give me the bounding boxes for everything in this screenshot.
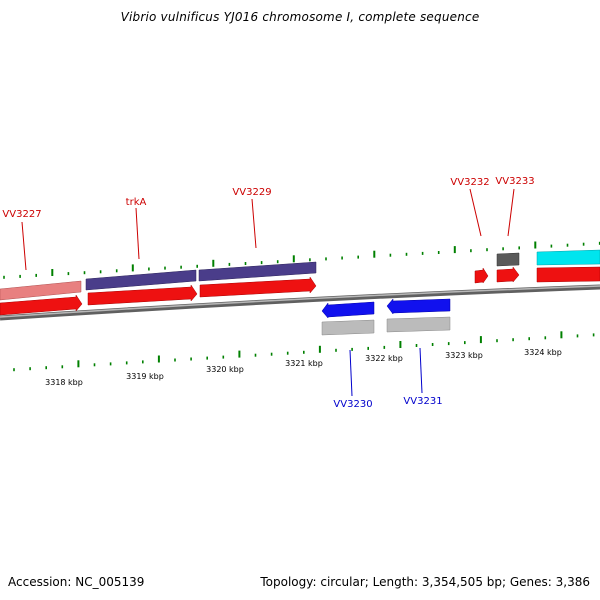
- chromosome-backbone-highlight: [0, 285, 600, 318]
- label-vv3232[interactable]: VV3232: [450, 177, 489, 188]
- gene-vv3230[interactable]: [321, 301, 375, 319]
- gene-vv3233[interactable]: [496, 252, 520, 267]
- cds-vv3232[interactable]: [474, 267, 489, 284]
- label-vv3233[interactable]: VV3233: [495, 176, 534, 187]
- label-vv3231[interactable]: VV3231: [403, 396, 442, 407]
- accession-text: Accession: NC_005139: [8, 575, 145, 589]
- cds-vv3230[interactable]: [321, 319, 375, 336]
- label-vv3230[interactable]: VV3230: [333, 399, 372, 410]
- scale-label-3319: 3319 kbp: [126, 372, 164, 381]
- scale-label-3321: 3321 kbp: [285, 359, 323, 368]
- cds-vv3231[interactable]: [386, 316, 451, 333]
- scale-label-3324: 3324 kbp: [524, 348, 562, 357]
- scale-label-3322: 3322 kbp: [365, 354, 403, 363]
- scale-label-3320: 3320 kbp: [206, 365, 244, 374]
- scale-label-3318: 3318 kbp: [45, 378, 83, 387]
- cds-vv3229[interactable]: [199, 276, 317, 298]
- leader-vv3229: [251, 198, 257, 249]
- leader-vv3232: [469, 188, 482, 237]
- leader-trka: [135, 207, 140, 260]
- cds-cyan-region[interactable]: [536, 266, 600, 283]
- topology-text: Topology: circular; Length: 3,354,505 bp…: [260, 575, 590, 589]
- label-vv3227[interactable]: VV3227: [2, 209, 41, 220]
- leader-vv3233: [507, 188, 515, 237]
- forward-label-leaders: [21, 188, 515, 271]
- reverse-label-leaders: [349, 347, 423, 397]
- leader-vv3227: [21, 221, 27, 271]
- gene-vv3229[interactable]: [198, 261, 317, 282]
- gene-cyan[interactable]: [536, 249, 600, 266]
- scale-label-3323: 3323 kbp: [445, 351, 483, 360]
- gene-vv3231[interactable]: [386, 298, 451, 315]
- gene-trka[interactable]: [85, 269, 197, 291]
- cds-vv3227[interactable]: [0, 294, 83, 316]
- label-vv3229[interactable]: VV3229: [232, 187, 271, 198]
- leader-vv3230: [349, 349, 353, 397]
- cds-vv3233[interactable]: [496, 266, 520, 283]
- chromosome-title: Vibrio vulnificus YJ016 chromosome I, co…: [120, 10, 480, 24]
- cds-trka[interactable]: [87, 284, 198, 306]
- gene-vv3227[interactable]: [0, 280, 82, 301]
- chromosome-backbone: [0, 284, 600, 321]
- bottom-tick-marks: [13, 331, 595, 372]
- leader-vv3231: [419, 347, 423, 394]
- label-trka[interactable]: trkA: [126, 197, 147, 208]
